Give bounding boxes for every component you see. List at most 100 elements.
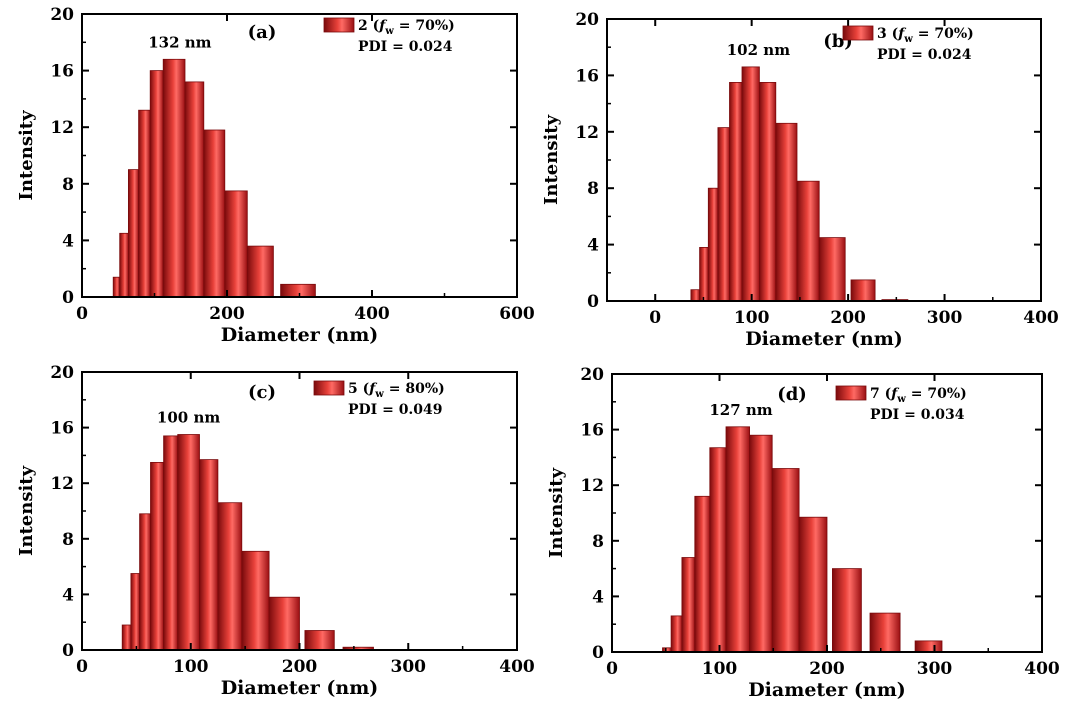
x-axis-label: Diameter (nm) xyxy=(745,328,903,350)
y-tick-label: 4 xyxy=(587,236,599,256)
histogram-bar xyxy=(241,550,270,651)
histogram-bar xyxy=(796,180,820,302)
chart-panel-3: 0 100 200 300 400 0 4 8 12 16 20 Diameter (nm) Inten… xyxy=(16,363,535,699)
panel-label: (c) xyxy=(248,382,276,403)
histogram-bar xyxy=(759,82,777,302)
y-axis-label: Intensity xyxy=(16,465,37,556)
y-tick-label: 8 xyxy=(62,175,74,195)
histogram-bar xyxy=(670,615,683,653)
histogram-bar xyxy=(775,122,798,302)
peak-size-label: 132 nm xyxy=(148,33,211,51)
histogram-bar xyxy=(798,516,828,653)
histogram-bar xyxy=(224,190,248,298)
histogram-bar xyxy=(749,434,773,653)
histogram-bar xyxy=(717,127,730,302)
x-tick-label: 0 xyxy=(76,304,88,324)
y-tick-label: 16 xyxy=(575,66,599,86)
y-axis-label: Intensity xyxy=(546,467,567,558)
x-tick-label: 600 xyxy=(499,304,535,324)
x-tick-label: 100 xyxy=(734,308,770,328)
y-axis-label: Intensity xyxy=(16,110,37,201)
histogram-bar xyxy=(112,276,121,298)
pdi-label: PDI = 0.034 xyxy=(870,407,965,423)
chart-panel-2: 0 100 200 300 400 0 4 8 12 16 20 Diameter (nm) Inten… xyxy=(541,10,1059,350)
x-tick-label: 0 xyxy=(649,308,661,328)
chart-panel-1: 0 200 400 600 0 4 8 12 16 20 Diameter (nm) Intensit… xyxy=(16,5,535,346)
histogram-bar xyxy=(725,426,751,653)
y-tick-label: 20 xyxy=(580,365,604,385)
y-tick-label: 20 xyxy=(50,363,74,383)
y-tick-label: 12 xyxy=(50,474,74,494)
peak-size-label: 102 nm xyxy=(727,41,790,59)
histogram-bar xyxy=(217,502,243,651)
legend-entry: 7 (fw = 70%) xyxy=(870,386,967,405)
y-tick-label: 20 xyxy=(575,10,599,30)
histogram-bar xyxy=(707,187,719,302)
histogram-bar xyxy=(690,289,701,302)
x-axis-label: Diameter (nm) xyxy=(221,324,379,346)
histogram-bar xyxy=(694,495,711,653)
histogram-bar xyxy=(150,461,165,651)
histogram-bar xyxy=(304,630,335,651)
histogram-bar xyxy=(729,82,743,302)
histogram-bar xyxy=(162,58,186,298)
y-tick-label: 8 xyxy=(587,179,599,199)
x-tick-label: 200 xyxy=(830,308,866,328)
panel-label: (a) xyxy=(248,22,277,43)
y-axis-label: Intensity xyxy=(541,114,562,205)
y-tick-label: 12 xyxy=(50,118,74,138)
histogram-bar xyxy=(280,283,316,298)
y-tick-label: 16 xyxy=(50,419,74,439)
histogram-bar xyxy=(127,169,139,298)
histogram-bar xyxy=(198,459,219,651)
histogram-bar xyxy=(177,434,200,651)
histogram-bar xyxy=(771,468,800,653)
x-tick-label: 400 xyxy=(1023,308,1059,328)
x-tick-label: 300 xyxy=(917,659,953,679)
y-tick-label: 0 xyxy=(62,641,74,661)
legend-swatch xyxy=(323,17,355,33)
legend-swatch xyxy=(842,25,874,41)
y-tick-label: 4 xyxy=(592,587,604,607)
histogram-bar xyxy=(149,70,164,298)
panel-label: (d) xyxy=(777,384,807,405)
histogram-bar xyxy=(138,109,151,298)
x-tick-label: 0 xyxy=(606,659,618,679)
legend-entry: 2 (fw = 70%) xyxy=(358,18,455,37)
y-tick-label: 8 xyxy=(62,530,74,550)
pdi-label: PDI = 0.024 xyxy=(358,39,453,55)
chart-panel-4: 0 100 200 300 400 0 4 8 12 16 20 Diameter (nm) Inten… xyxy=(546,365,1060,701)
histogram-bar xyxy=(709,447,727,653)
y-tick-label: 16 xyxy=(50,62,74,82)
x-tick-label: 400 xyxy=(354,304,390,324)
x-tick-label: 100 xyxy=(702,659,738,679)
legend-swatch xyxy=(313,380,345,396)
y-tick-label: 4 xyxy=(62,231,74,251)
y-tick-label: 20 xyxy=(50,5,74,25)
legend-entry: 5 (fw = 80%) xyxy=(348,381,445,400)
histogram-bar xyxy=(818,237,846,302)
y-tick-label: 0 xyxy=(62,288,74,308)
histogram-bar xyxy=(184,81,205,298)
pdi-label: PDI = 0.024 xyxy=(877,47,972,63)
histogram-bar xyxy=(246,245,274,298)
x-axis-label: Diameter (nm) xyxy=(221,677,379,699)
histogram-bar xyxy=(741,66,760,302)
y-tick-label: 0 xyxy=(592,643,604,663)
y-tick-label: 8 xyxy=(592,532,604,552)
histogram-bar xyxy=(139,513,151,651)
x-tick-label: 400 xyxy=(1024,659,1060,679)
x-tick-label: 200 xyxy=(209,304,245,324)
y-tick-label: 0 xyxy=(587,292,599,312)
x-tick-label: 0 xyxy=(76,657,88,677)
histogram-bar xyxy=(850,279,876,302)
histogram-bar xyxy=(121,624,132,651)
histogram-bar xyxy=(203,129,226,298)
peak-size-label: 127 nm xyxy=(709,401,772,419)
x-tick-label: 100 xyxy=(173,657,209,677)
x-tick-label: 300 xyxy=(927,308,963,328)
histogram-bar xyxy=(699,246,709,302)
legend-entry: 3 (fw = 70%) xyxy=(877,26,974,45)
histogram-bar xyxy=(869,612,901,653)
